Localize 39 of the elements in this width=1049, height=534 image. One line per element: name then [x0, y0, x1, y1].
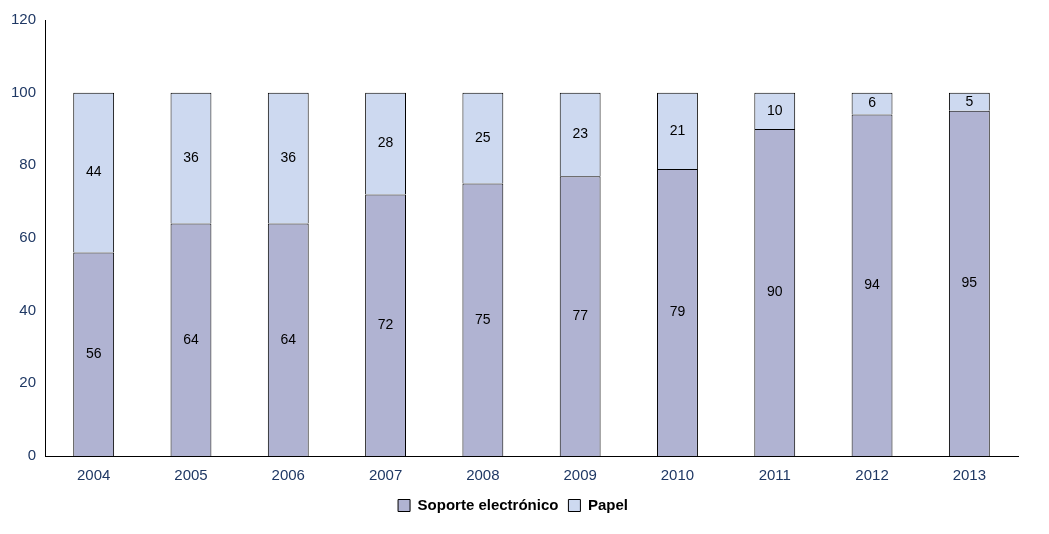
- x-tick-label: 2009: [563, 466, 597, 484]
- data-label: 6: [868, 94, 877, 111]
- data-label: 25: [475, 128, 491, 145]
- y-tick-label: 0: [27, 446, 37, 464]
- x-tick-label: 2006: [271, 466, 305, 484]
- data-label: 28: [377, 134, 394, 151]
- x-tick-label: 2010: [660, 466, 695, 484]
- data-label: 94: [864, 276, 881, 293]
- data-label: 64: [183, 330, 199, 347]
- data-label: 23: [572, 125, 589, 142]
- legend-label: Soporte electrónico: [417, 495, 559, 513]
- data-label: 36: [183, 148, 199, 165]
- data-label: 44: [85, 163, 102, 180]
- y-tick-label: 80: [19, 155, 37, 173]
- data-label: 64: [280, 330, 297, 347]
- x-tick-label: 2012: [855, 466, 889, 484]
- x-tick-label: 2007: [368, 466, 403, 484]
- legend-label: Papel: [587, 495, 628, 513]
- y-tick-label: 120: [11, 10, 37, 28]
- data-label: 56: [85, 345, 102, 362]
- y-tick-label: 20: [19, 373, 37, 391]
- data-label: 79: [669, 303, 686, 320]
- data-label: 5: [965, 92, 974, 109]
- data-label: 75: [475, 310, 491, 327]
- data-label: 21: [669, 121, 686, 138]
- y-tick-label: 100: [11, 82, 37, 100]
- x-tick-label: 2004: [76, 466, 111, 484]
- x-tick-label: 2008: [466, 466, 500, 484]
- data-label: 36: [280, 148, 297, 165]
- y-tick-label: 40: [19, 300, 37, 318]
- y-tick-label: 60: [19, 228, 37, 246]
- data-label: 10: [766, 101, 783, 118]
- data-label: 95: [961, 274, 978, 291]
- data-label: 77: [572, 306, 589, 323]
- data-label: 90: [766, 283, 783, 300]
- x-tick-label: 2005: [174, 466, 208, 484]
- data-label: 72: [377, 316, 394, 333]
- x-tick-label: 2011: [758, 466, 791, 484]
- x-tick-label: 2013: [952, 466, 987, 484]
